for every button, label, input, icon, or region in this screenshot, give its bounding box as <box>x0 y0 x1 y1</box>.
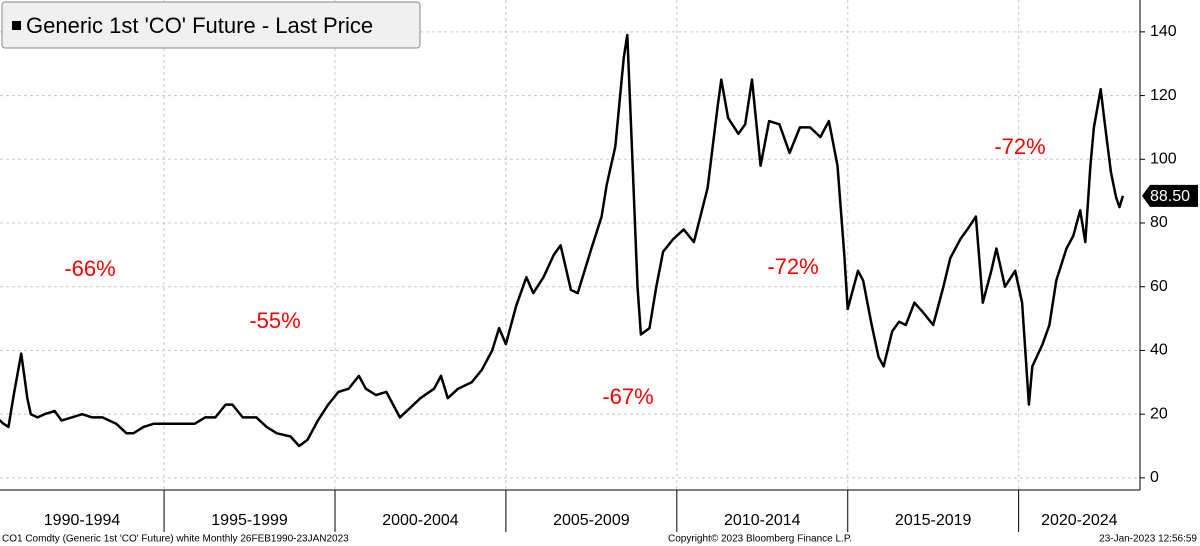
x-band-label: 1995-1999 <box>211 512 288 529</box>
annotation: -66% <box>64 256 115 281</box>
plot: 0 20 40 60 80 100 120 140 1990-1994 1995-1999 2000… <box>0 0 1198 532</box>
last-value-tag <box>1142 184 1198 207</box>
legend-swatch <box>12 21 21 30</box>
legend-box <box>1 1 421 49</box>
y-tick-label: 120 <box>1150 87 1177 104</box>
x-band-label: 2010-2014 <box>724 512 801 529</box>
annotation: -72% <box>767 254 818 279</box>
x-band-label: 1990-1994 <box>44 512 121 529</box>
y-tick-label: 20 <box>1150 405 1168 422</box>
footer-left: CO1 Comdty (Generic 1st 'CO' Future) whi… <box>2 534 349 545</box>
y-tick-label: 140 <box>1150 23 1177 40</box>
y-tick-label: 40 <box>1150 342 1168 359</box>
x-band-label: 2015-2019 <box>895 512 972 529</box>
x-band-label: 2005-2009 <box>553 512 630 529</box>
y-tick-label: 60 <box>1150 278 1168 295</box>
chart-title: Generic 1st 'CO' Future - Last Price <box>26 13 373 38</box>
footer-right: 23-Jan-2023 12:56:59 <box>1099 534 1197 545</box>
x-band-label: 2020-2024 <box>1041 512 1118 529</box>
price-line <box>0 33 1125 448</box>
y-tick-label: 100 <box>1150 151 1177 168</box>
y-tick-label: 80 <box>1150 214 1168 231</box>
annotation: -55% <box>249 308 300 333</box>
annotation: -72% <box>994 134 1045 159</box>
annotation: -67% <box>602 384 653 409</box>
last-value-label: 88.50 <box>1150 188 1190 205</box>
footer-center: Copyright© 2023 Bloomberg Finance L.P. <box>668 534 852 545</box>
y-tick-label: 0 <box>1150 469 1159 486</box>
x-band-label: 2000-2004 <box>382 512 459 529</box>
